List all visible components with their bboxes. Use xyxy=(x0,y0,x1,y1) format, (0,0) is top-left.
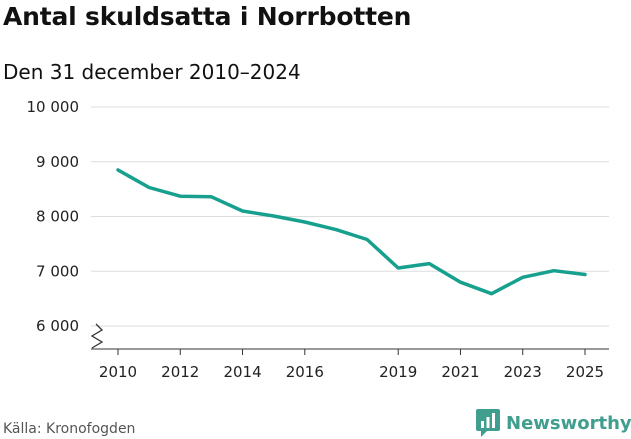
x-tick-label: 2023 xyxy=(504,363,542,381)
x-tick-label: 2016 xyxy=(286,363,324,381)
newsworthy-chart-logo-icon xyxy=(476,409,500,437)
y-tick-label: 9 000 xyxy=(36,153,79,171)
y-tick-label: 7 000 xyxy=(36,262,79,280)
y-tick-label: 8 000 xyxy=(36,208,79,226)
brand-name: Newsworthy xyxy=(506,412,631,434)
x-tick-label: 2010 xyxy=(99,363,137,381)
x-tick-label: 2021 xyxy=(441,363,479,381)
series-line xyxy=(116,168,587,296)
chart-title: Antal skuldsatta i Norrbotten xyxy=(3,2,412,31)
x-tick-label: 2014 xyxy=(223,363,261,381)
x-tick-label: 2025 xyxy=(566,363,604,381)
y-tick-label: 6 000 xyxy=(36,317,79,335)
chart-subtitle: Den 31 december 2010–2024 xyxy=(3,60,301,84)
x-tick-label: 2012 xyxy=(161,363,199,381)
x-tick-label: 2019 xyxy=(379,363,417,381)
axis-break-icon xyxy=(90,323,104,349)
brand-logo: Newsworthy xyxy=(476,408,631,438)
y-tick-label: 10 000 xyxy=(27,98,80,116)
source-note: Källa: Kronofogden xyxy=(3,421,136,437)
